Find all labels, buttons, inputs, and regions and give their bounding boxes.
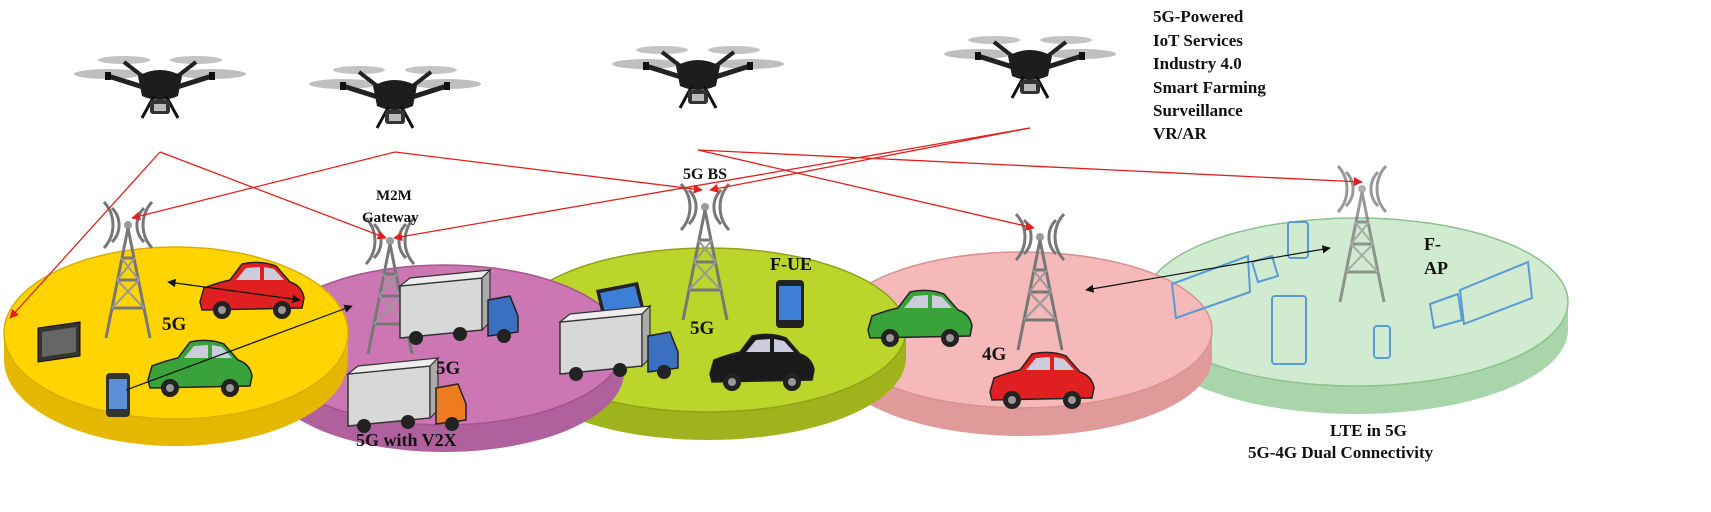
fue-label: F-UE: [770, 254, 812, 274]
dual-connectivity-label: 5G-4G Dual Connectivity: [1248, 443, 1434, 462]
service-item: Industry 4.0: [1153, 54, 1242, 73]
device-links: [125, 245, 1331, 391]
drone-icon: [309, 66, 481, 128]
cell-label: 5G: [436, 358, 461, 379]
bs-label: 5G BS: [683, 166, 727, 183]
cell-label: 5G: [162, 314, 187, 335]
service-item: IoT Services: [1153, 31, 1243, 50]
cell-label: 4G: [982, 344, 1007, 365]
cell-label: 5G: [690, 318, 715, 339]
m2m-label: M2M: [376, 188, 412, 204]
service-item: VR/AR: [1153, 124, 1208, 143]
gateway-label: Gateway: [362, 210, 419, 226]
game-console-icon: [1271, 295, 1307, 365]
drone-icon: [74, 56, 246, 118]
lte-label: LTE in 5G: [1330, 421, 1407, 440]
drone-icon: [612, 46, 784, 108]
truck-outline-icon: [1428, 260, 1534, 330]
smartphone-icon: [776, 280, 804, 328]
smartphone-outline-icon: [1373, 325, 1391, 359]
monitor-icon: [37, 321, 81, 363]
services-title: 5G-Powered: [1153, 7, 1244, 26]
fap-label: F-: [1424, 234, 1441, 254]
v2x-label: 5G with V2X: [356, 430, 457, 450]
fap-label: AP: [1424, 258, 1448, 278]
link-lines: [9, 127, 1363, 319]
service-item: Surveillance: [1153, 101, 1243, 120]
drone-icon: [944, 36, 1116, 98]
services-list: 5G-Powered IoT Services Industry 4.0 Sma…: [1153, 7, 1266, 143]
smartphone-icon: [106, 373, 130, 417]
service-item: Smart Farming: [1153, 78, 1266, 97]
